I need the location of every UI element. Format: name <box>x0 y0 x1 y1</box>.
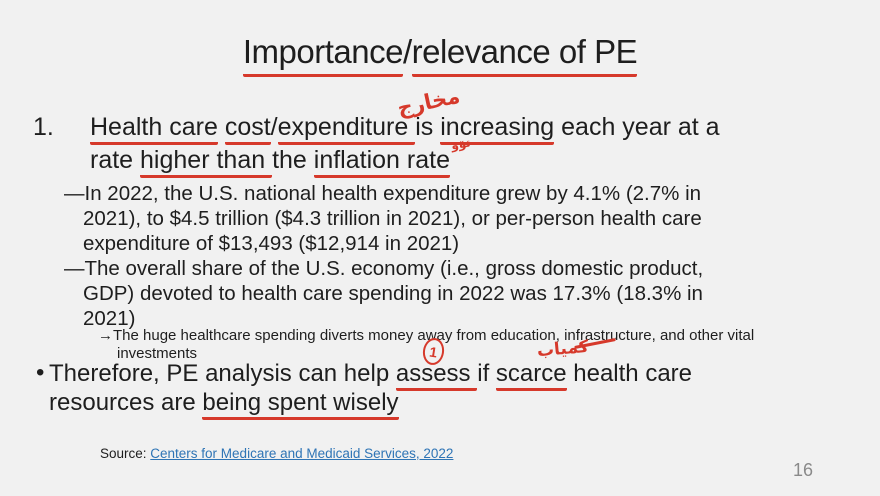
underlined-text: expenditure <box>277 113 416 145</box>
source-hyperlink[interactable]: Centers for Medicare and Medicaid Servic… <box>150 446 454 461</box>
sub-bullet-expenditure-growth: —In 2022, the U.S. national health expen… <box>64 181 856 256</box>
arrow-bullet-glyph: → <box>98 327 113 344</box>
text-segment: The overall share of the U.S. economy (i… <box>84 257 704 280</box>
underlined-text: inflation rate <box>313 146 450 178</box>
text-segment: In 2022, the U.S. national health expend… <box>84 182 702 205</box>
slide-title: Importance/relevance of PE <box>0 31 880 77</box>
text-line: expenditure of $13,493 ($12,914 in 2021) <box>83 232 460 255</box>
text-segment: each year at a <box>554 113 720 141</box>
text-line: —In 2022, the U.S. national health expen… <box>64 181 856 206</box>
text-segment <box>218 113 225 141</box>
dash-bullet-glyph: — <box>64 257 85 280</box>
text-segment: is <box>415 113 441 141</box>
numbered-item-1-text: Health care cost/expenditure is increasi… <box>90 111 845 178</box>
underlined-text: cost <box>224 113 271 145</box>
text-line: rate higher than the inflation rate <box>90 144 845 178</box>
text-line: →The huge healthcare spending diverts mo… <box>98 327 873 345</box>
text-line: Therefore, PE analysis can help assess i… <box>49 360 846 391</box>
numbered-item-1: 1. Health care cost/expenditure is incre… <box>33 111 848 178</box>
underlined-text: scarce <box>495 360 567 391</box>
dash-bullet-glyph: — <box>64 182 85 205</box>
text-line: —The overall share of the U.S. economy (… <box>64 256 856 281</box>
bullet-conclusion-text: Therefore, PE analysis can help assess i… <box>49 360 846 420</box>
text-line: 2021) <box>83 307 136 330</box>
underlined-text: Health care <box>90 113 218 145</box>
underlined-text: being spent wisely <box>202 388 399 420</box>
sub-bullet-gdp-share: —The overall share of the U.S. economy (… <box>64 256 856 331</box>
source-line: Source: Centers for Medicare and Medicai… <box>100 446 453 461</box>
text-line: Health care cost/expenditure is increasi… <box>90 111 845 145</box>
text-line: investments <box>117 344 198 362</box>
dot-bullet-glyph: • <box>36 359 45 386</box>
text-segment: Therefore, PE analysis can help <box>49 360 396 387</box>
source-label: Source: <box>100 446 151 461</box>
text-segment: The huge healthcare spending diverts mon… <box>113 327 755 344</box>
underlined-text: Importance <box>242 33 403 77</box>
underlined-text: higher than <box>140 146 273 178</box>
text-line: 2021), to $4.5 trillion ($4.3 trillion i… <box>83 207 702 230</box>
text-segment: if <box>477 360 496 387</box>
text-line: GDP) devoted to health care spending in … <box>83 282 703 305</box>
page-number: 16 <box>793 460 814 480</box>
list-number: 1. <box>33 113 54 141</box>
text-segment: rate <box>90 146 141 174</box>
underlined-text: relevance of PE <box>411 33 638 77</box>
text-line: resources are being spent wisely <box>49 388 846 420</box>
text-segment: / <box>402 33 412 70</box>
text-segment: the <box>272 146 314 174</box>
text-segment: / <box>270 113 278 141</box>
bullet-conclusion: • Therefore, PE analysis can help assess… <box>36 359 846 420</box>
underlined-text: assess <box>395 360 478 391</box>
underlined-text: increasing <box>440 113 555 145</box>
text-segment: resources are <box>49 388 203 416</box>
arrow-note-diverts-money: →The huge healthcare spending diverts mo… <box>98 327 873 362</box>
text-segment: health care <box>566 360 693 387</box>
